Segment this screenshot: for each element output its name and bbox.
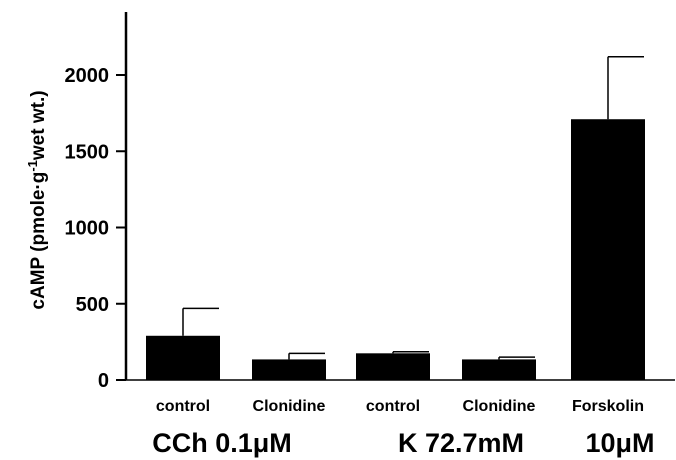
category-labels: control Clonidine control Clonidine Forskoli…	[156, 398, 644, 415]
group-labels: CCh 0.1μM K 72.7mM 10μM	[152, 428, 654, 458]
y-axis-label-main: cAMP (pmole·g	[28, 172, 49, 310]
y-axis-label-tail: wet wt.)	[28, 90, 49, 161]
bar	[252, 359, 326, 380]
y-axis-label-superscript: -1	[25, 160, 40, 172]
y-tick-label: 0	[98, 370, 109, 392]
category-label: Forskolin	[572, 398, 644, 415]
group-label: K 72.7mM	[398, 428, 524, 458]
y-tick-label: 1500	[65, 141, 110, 163]
y-tick-label: 2000	[65, 65, 110, 87]
category-label: control	[156, 398, 210, 415]
y-ticks: 0 500 1000 1500 2000	[65, 65, 126, 392]
group-label: CCh 0.1μM	[152, 428, 292, 458]
error-bars	[182, 55, 644, 360]
y-tick-label: 500	[76, 294, 109, 316]
bar	[571, 119, 645, 380]
group-label: 10μM	[585, 428, 654, 458]
bar	[462, 359, 536, 380]
category-label: control	[366, 398, 420, 415]
bar	[356, 353, 430, 380]
bar	[146, 335, 220, 380]
y-axis-label: cAMP (pmole·g-1wet wt.)	[25, 90, 49, 309]
y-tick-label: 1000	[65, 218, 110, 240]
category-label: Clonidine	[253, 398, 326, 415]
bars	[146, 119, 645, 380]
category-label: Clonidine	[463, 398, 536, 415]
